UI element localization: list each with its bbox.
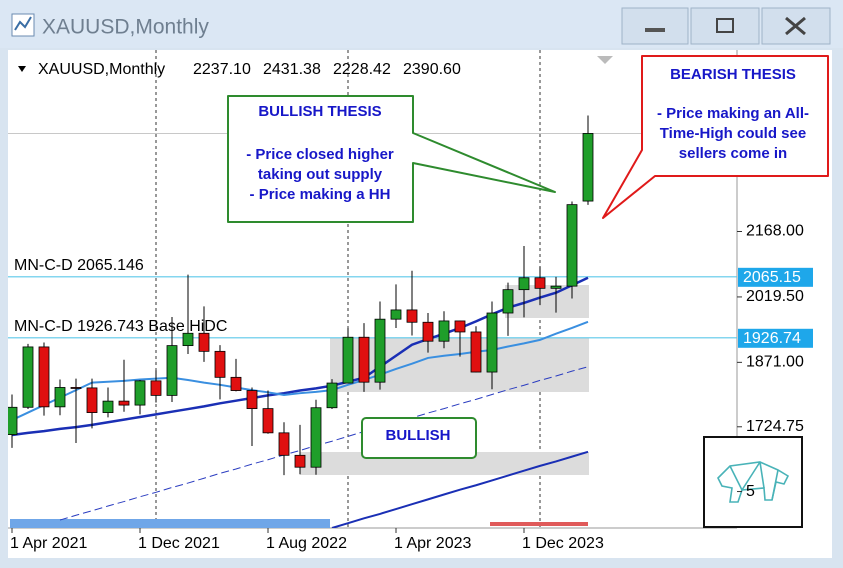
candle-body xyxy=(358,336,370,383)
dropdown-arrow xyxy=(18,66,26,72)
maximize-button[interactable] xyxy=(690,7,760,45)
candle-body xyxy=(118,400,130,406)
candle-body xyxy=(422,321,434,342)
candle-body xyxy=(278,432,290,456)
callouts: BULLISH THESIS - Price closed higher takin… xyxy=(227,55,829,459)
zone xyxy=(505,285,589,318)
candle-body xyxy=(470,331,482,373)
candle-body xyxy=(582,133,594,202)
y-tick-label: 2019.50 xyxy=(746,288,804,305)
x-tick-label: 1 Dec 2023 xyxy=(522,535,604,552)
candle-body xyxy=(134,380,146,406)
candle-body xyxy=(86,387,98,413)
candle-body xyxy=(70,387,82,389)
candle-body xyxy=(246,390,258,410)
ohlc-value: 2237.10 xyxy=(193,61,251,78)
candle-body xyxy=(294,454,306,468)
candle-body xyxy=(102,400,114,413)
indicator-band xyxy=(490,522,588,526)
candle-body xyxy=(486,312,498,373)
candle-body xyxy=(230,376,242,391)
candle-body xyxy=(214,350,226,378)
candle-body xyxy=(38,346,50,408)
callout-text: - Price making an All- xyxy=(657,105,809,122)
minimize-button[interactable] xyxy=(621,7,689,45)
window-title: XAUUSD,Monthly xyxy=(42,16,209,39)
bear-logo xyxy=(717,461,790,503)
ohlc-value: 2390.60 xyxy=(403,61,461,78)
callout-text: taking out supply xyxy=(258,166,383,183)
candle-body xyxy=(326,382,338,409)
ohlc-value: 2228.42 xyxy=(333,61,391,78)
candle-body xyxy=(198,332,210,352)
callout-text: BEARISH THESIS xyxy=(670,66,796,83)
candle-body xyxy=(406,309,418,323)
indicator-line xyxy=(59,366,589,521)
candle-body xyxy=(310,407,322,468)
level-price-label: 2065.15 xyxy=(743,269,801,286)
candle-body xyxy=(54,387,66,408)
x-tick-label: 1 Aug 2022 xyxy=(266,535,347,552)
callout-text: - Price closed higher xyxy=(246,146,394,163)
shift-marker xyxy=(597,56,613,64)
y-tick-label: 1871.00 xyxy=(746,354,804,371)
bullish-thesis-callout xyxy=(227,95,556,223)
candle-body xyxy=(8,406,18,436)
candle-body xyxy=(502,289,514,314)
app-icon xyxy=(11,13,35,37)
callout-text: BULLISH THESIS xyxy=(258,103,381,120)
close-button[interactable] xyxy=(761,7,831,45)
callout-text: sellers come in xyxy=(679,145,787,162)
x-tick-label: 1 Apr 2023 xyxy=(394,535,472,552)
x-tick-label: 1 Apr 2021 xyxy=(10,535,88,552)
y-tick-label: 2168.00 xyxy=(746,223,804,240)
candle-body xyxy=(534,277,546,289)
candle-body xyxy=(150,380,162,396)
candle-body xyxy=(390,309,402,320)
level-price-box xyxy=(738,267,813,287)
level-price-box xyxy=(738,328,813,348)
candle-body xyxy=(262,408,274,434)
level-name: MN-C-D 1926.743 Base HiDC xyxy=(14,318,227,335)
callout-text: Time-High could see xyxy=(660,125,806,142)
chart-symbol: XAUUSD,Monthly xyxy=(38,61,165,78)
level-name: MN-C-D 2065.146 xyxy=(14,257,144,274)
candle-body xyxy=(22,346,34,408)
candle-body xyxy=(182,332,194,347)
indicator-band xyxy=(10,519,330,528)
x-tick-label: 1 Dec 2021 xyxy=(138,535,220,552)
candle-body xyxy=(454,320,466,333)
level-price-label: 1926.74 xyxy=(743,330,801,347)
y-tick-label: 1724.75 xyxy=(746,418,804,435)
candle-body xyxy=(342,336,354,384)
candle-body xyxy=(566,204,578,287)
callout-text: BULLISH xyxy=(386,427,451,444)
indicator-line xyxy=(331,450,589,528)
y-tick-label: 5 xyxy=(746,483,755,500)
candle-body xyxy=(518,277,530,291)
bearish-thesis-callout xyxy=(602,55,829,219)
candle-body xyxy=(550,285,562,289)
candle-body xyxy=(438,320,450,342)
callout-text: - Price making a HH xyxy=(250,186,391,203)
bullish-callout xyxy=(361,417,477,459)
ohlc-value: 2431.38 xyxy=(263,61,321,78)
plot xyxy=(8,50,737,528)
candle-body xyxy=(374,318,386,383)
candle-body xyxy=(166,345,178,396)
